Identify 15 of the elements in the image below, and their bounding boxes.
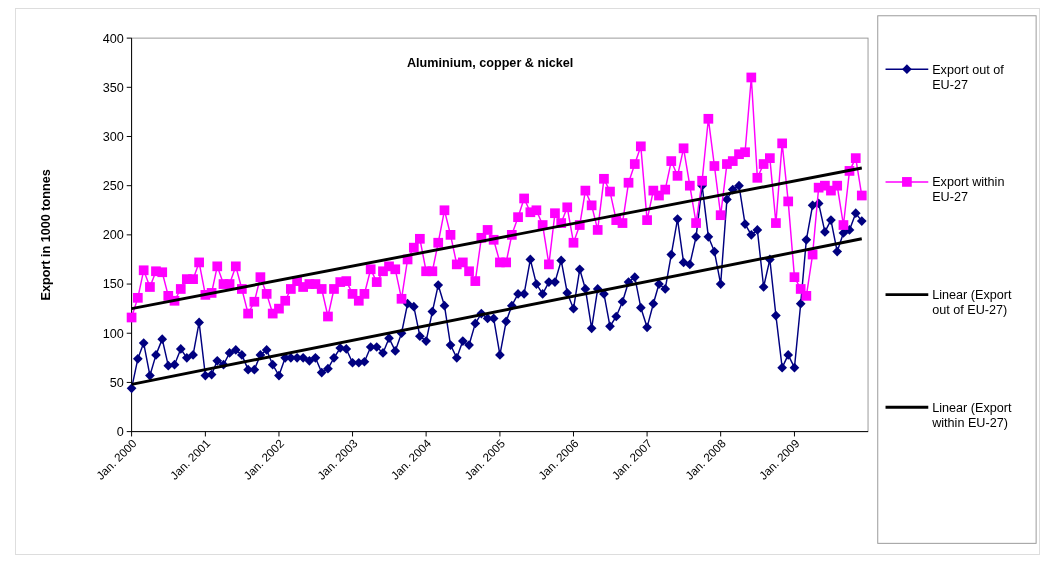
legend-label: Linear (Export out of EU-27) — [932, 288, 1012, 318]
legend-label: Linear (Export within EU-27) — [931, 400, 1012, 430]
y-tick-label: 0 — [116, 425, 124, 440]
legend-label: Export out of EU-27 — [932, 62, 1005, 92]
y-tick-label: 200 — [102, 228, 124, 243]
y-tick-label: 150 — [102, 277, 124, 292]
text: Aluminium, copper & nickel — [406, 56, 574, 71]
y-tick-label: 300 — [102, 129, 124, 144]
y-tick-label: 350 — [102, 80, 124, 95]
y-axis-title: Export in 1000 tonnes — [38, 169, 53, 301]
y-tick-label: 400 — [102, 31, 124, 46]
legend-label: Export within EU-27 — [932, 175, 1005, 205]
y-tick-label: 100 — [102, 326, 124, 341]
y-tick-label: 250 — [102, 179, 124, 194]
y-tick-label: 50 — [109, 375, 124, 390]
